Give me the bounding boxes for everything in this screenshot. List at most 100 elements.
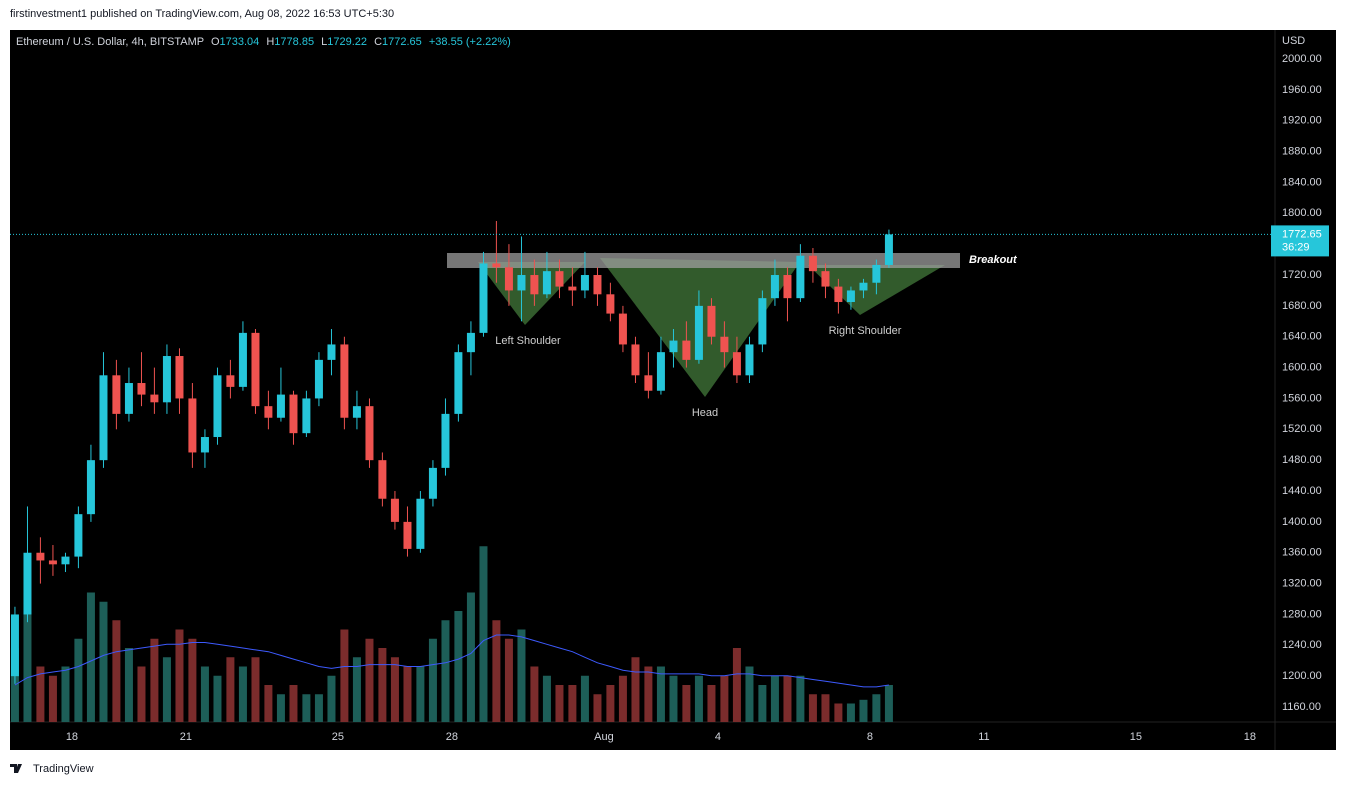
x-tick-label: 4 [715, 731, 721, 743]
volume-bar [846, 703, 855, 722]
candle-body [682, 340, 691, 360]
candle-body [492, 263, 501, 268]
volume-bar [834, 703, 843, 722]
volume-bar [859, 699, 868, 722]
candle-body [124, 383, 133, 414]
volume-bar [479, 546, 488, 722]
y-tick-label: 1880.00 [1282, 145, 1322, 157]
low-label: L [321, 36, 327, 48]
volume-bar [454, 611, 463, 722]
y-tick-label: 1960.00 [1282, 84, 1322, 96]
close-value: 1772.65 [382, 36, 422, 48]
volume-bar [340, 629, 349, 722]
volume-bar [758, 685, 767, 722]
brand: TradingView [33, 763, 94, 775]
volume-bar [732, 648, 741, 722]
change: +38.55 (+2.22%) [429, 36, 511, 48]
chart-panel [10, 30, 1336, 750]
candle-body [758, 298, 767, 345]
candle-body [517, 275, 526, 291]
y-tick-label: 1720.00 [1282, 269, 1322, 281]
volume-bar [112, 620, 121, 722]
candle-body [669, 340, 678, 353]
y-tick-label: 1600.00 [1282, 361, 1322, 373]
candle-body [200, 437, 209, 453]
candle-body [61, 556, 70, 565]
candle-body [365, 406, 374, 461]
y-tick-label: 1800.00 [1282, 207, 1322, 219]
y-tick-label: 1280.00 [1282, 608, 1322, 620]
volume-bar [618, 675, 627, 722]
candle-body [238, 332, 247, 387]
volume-bar [631, 657, 640, 722]
candle-body [593, 275, 602, 295]
volume-bar [542, 675, 551, 722]
candle-body [276, 394, 285, 418]
candle-body [732, 352, 741, 376]
y-tick-label: 1640.00 [1282, 331, 1322, 343]
y-tick-label: 1560.00 [1282, 392, 1322, 404]
candle-body [23, 552, 32, 615]
volume-bar [276, 694, 285, 722]
candle-body [479, 263, 488, 333]
y-tick-label: 1480.00 [1282, 454, 1322, 466]
candle-body [694, 305, 703, 360]
candle-body [112, 375, 121, 414]
candle-body [390, 498, 399, 522]
candle-body [859, 282, 868, 291]
y-tick-label: 1360.00 [1282, 547, 1322, 559]
candle-body [568, 286, 577, 291]
volume-bar [466, 592, 475, 722]
high-label: H [266, 36, 274, 48]
volume-bar [644, 666, 653, 722]
x-tick-label: 15 [1130, 731, 1142, 743]
x-tick-label: 28 [446, 731, 458, 743]
publisher-line: firstinvestment1 published on TradingVie… [10, 8, 394, 20]
volume-bar [23, 611, 32, 722]
volume-bar [796, 675, 805, 722]
candle-body [175, 356, 184, 399]
y-tick-label: 1440.00 [1282, 485, 1322, 497]
volume-bar [365, 638, 374, 722]
candle-body [213, 375, 222, 438]
volume-bar [352, 657, 361, 722]
y-tick-label: 1920.00 [1282, 115, 1322, 127]
volume-bar [530, 666, 539, 722]
volume-bar [770, 675, 779, 722]
volume-bar [188, 638, 197, 722]
y-tick-label: 2000.00 [1282, 53, 1322, 65]
volume-bar [745, 666, 754, 722]
open-label: O [211, 36, 220, 48]
volume-bar [504, 638, 513, 722]
volume-bar [137, 666, 146, 722]
volume-bar [593, 694, 602, 722]
left-shoulder-label: Left Shoulder [495, 335, 561, 347]
candle-body [834, 286, 843, 303]
breakout-label: Breakout [969, 254, 1018, 266]
high-value: 1778.85 [274, 36, 314, 48]
open-value: 1733.04 [220, 36, 260, 48]
right-shoulder-label: Right Shoulder [829, 325, 902, 337]
volume-bar [428, 638, 437, 722]
candle-body [872, 264, 881, 283]
x-tick-label: 8 [867, 731, 873, 743]
volume-bar [390, 657, 399, 722]
volume-bar [86, 592, 95, 722]
candle-body [352, 406, 361, 418]
volume-bar [150, 638, 159, 722]
candle-body [796, 255, 805, 299]
candle-body [150, 394, 159, 403]
volume-bar [36, 666, 45, 722]
candle-body [644, 375, 653, 391]
x-tick-label: 25 [332, 731, 344, 743]
candle-body [403, 521, 412, 549]
y-tick-label: 1240.00 [1282, 639, 1322, 651]
volume-bar [720, 675, 729, 722]
volume-bar [656, 666, 665, 722]
volume-bar [416, 666, 425, 722]
x-tick-label: 11 [978, 731, 989, 743]
candle-body [707, 305, 716, 337]
x-tick-label: Aug [594, 731, 614, 743]
volume-bar [682, 685, 691, 722]
volume-bar [48, 675, 57, 722]
